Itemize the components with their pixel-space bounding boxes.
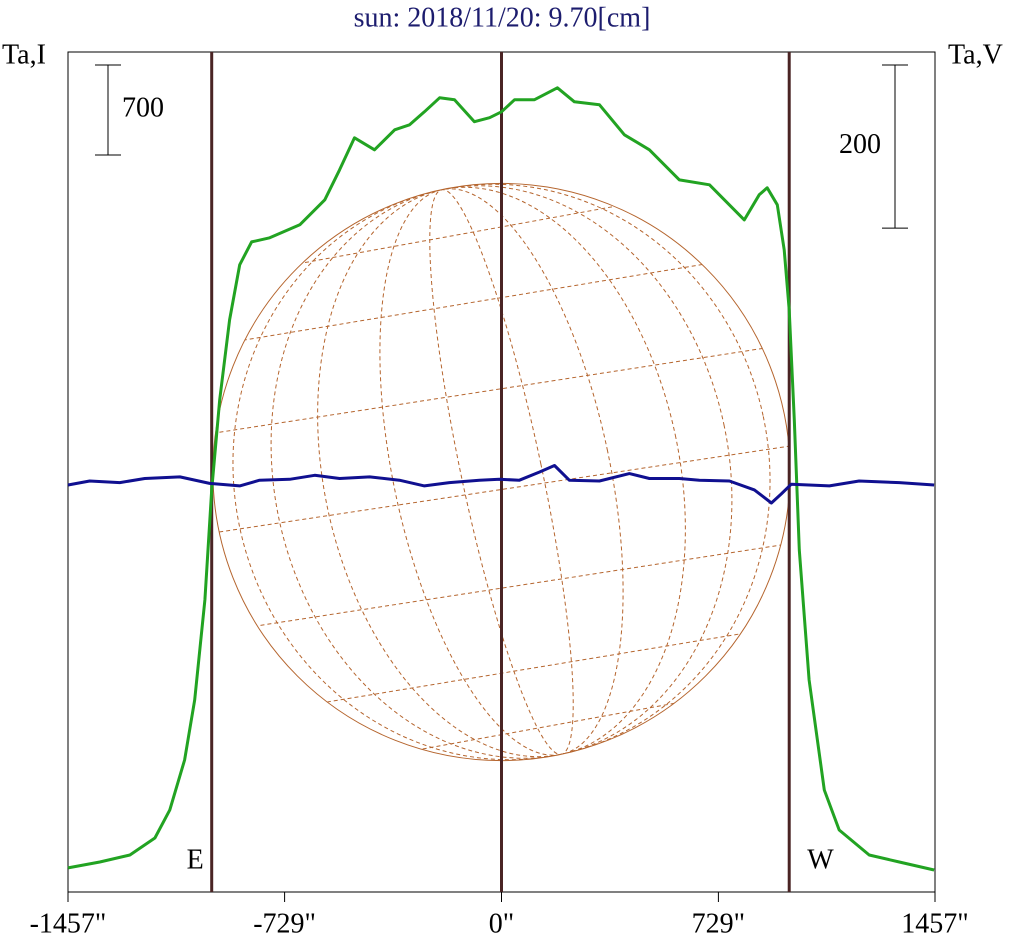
parallel [198,346,771,436]
chart-title: sun: 2018/11/20: 9.70[cm] [354,2,651,33]
parallel [271,672,840,777]
series-line [67,86,935,872]
x-tick-label: -1457" [30,908,107,939]
limb-label: E [187,844,204,875]
x-tick-label: -729" [253,908,316,939]
scale-label: 700 [122,92,164,123]
y-axis-label: Ta,I [2,39,46,70]
parallel [180,255,751,352]
parallel [239,539,812,630]
parallel [167,183,736,289]
scale-label: 200 [839,129,881,160]
limb-label: W [807,844,834,875]
x-tick-label: 729" [692,908,745,939]
series-line [67,464,935,505]
parallel [219,445,792,533]
y2-axis-label: Ta,V [948,39,1003,70]
disk-grid [167,183,840,777]
x-tick-label: 0" [489,908,514,939]
x-tick-label: 1457" [901,908,968,939]
parallel [257,618,828,714]
